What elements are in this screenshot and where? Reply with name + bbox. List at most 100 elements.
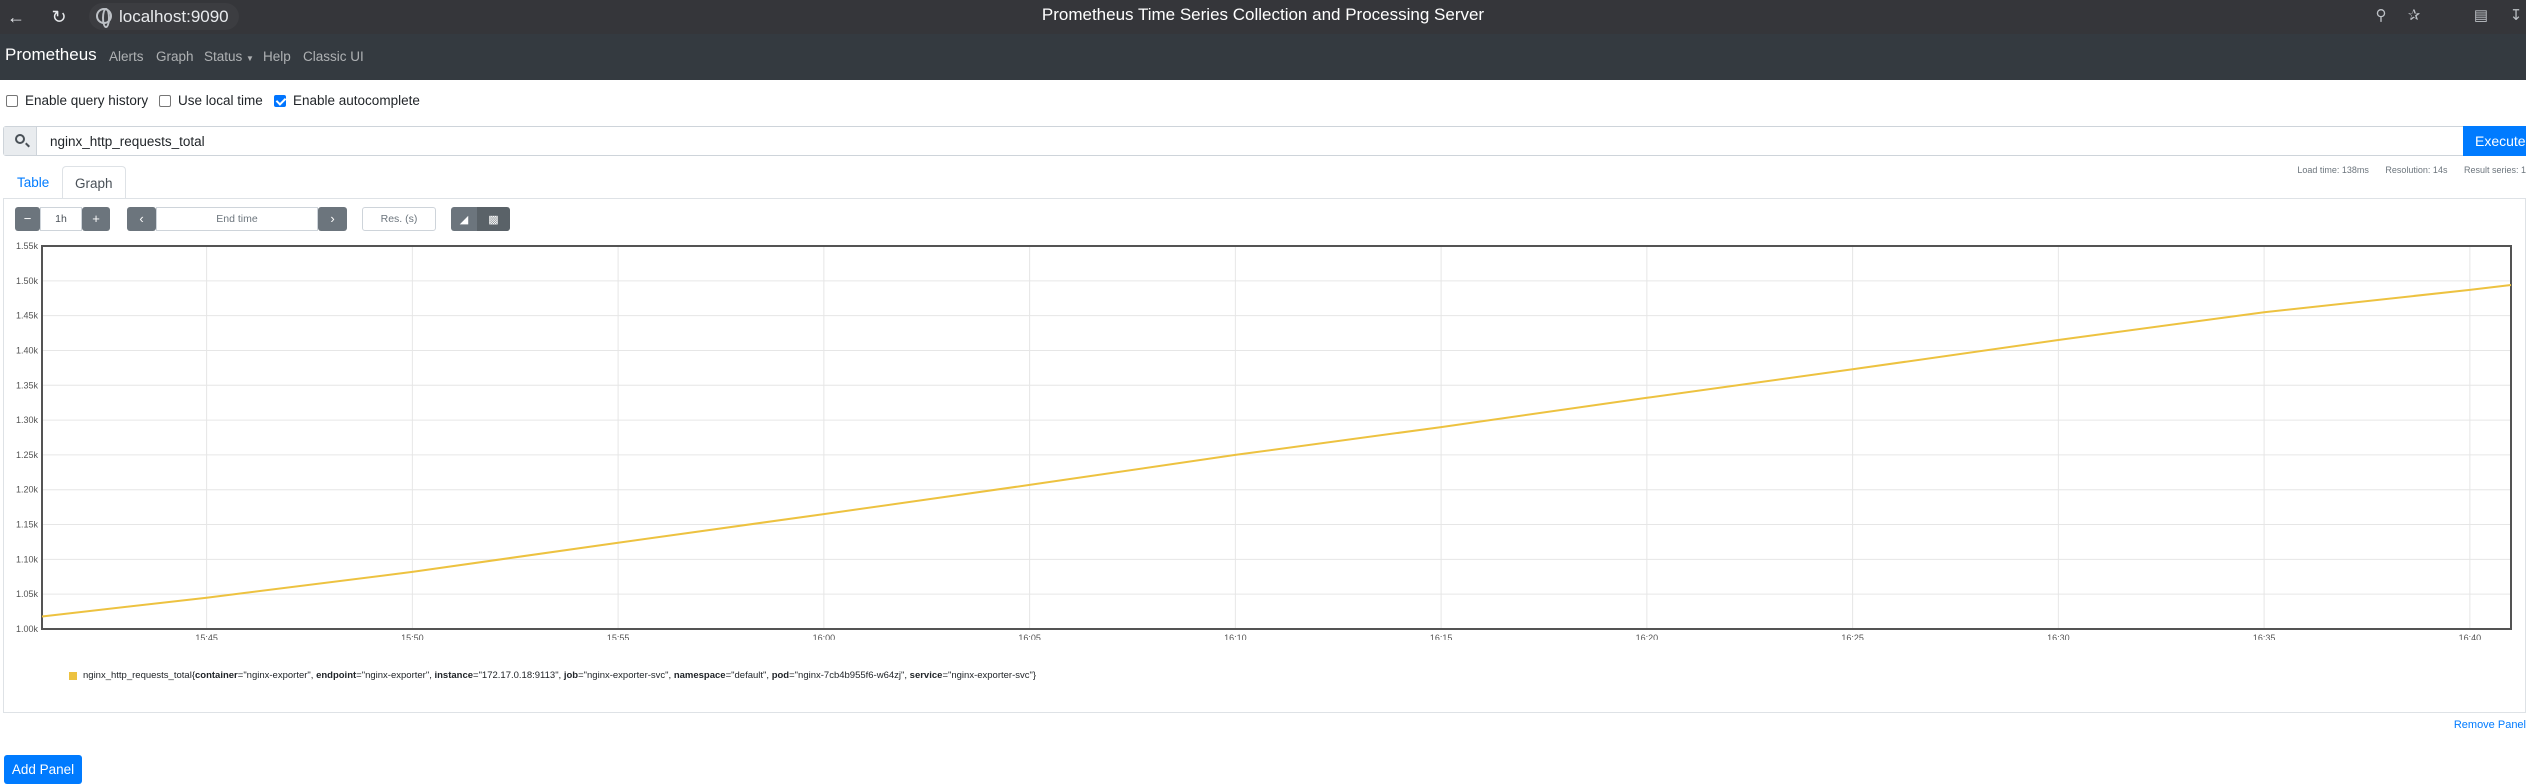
- series-color-swatch: [69, 671, 77, 680]
- browser-toolbar: ← ↻ localhost:9090 Prometheus Time Serie…: [0, 0, 2526, 34]
- result-series: Result series: 1: [2463, 165, 2526, 175]
- legend-label-key: container: [195, 670, 238, 681]
- legend-label-value: ="default",: [725, 670, 772, 681]
- x-tick-label: 16:00: [813, 633, 836, 640]
- legend-label-value: ="nginx-exporter",: [356, 670, 435, 681]
- y-tick-label: 1.30k: [16, 415, 39, 425]
- download-icon[interactable]: ↧: [2509, 7, 2523, 24]
- end-time-forward-button[interactable]: ›: [318, 207, 347, 231]
- back-arrow-icon[interactable]: ←: [7, 7, 25, 27]
- add-panel-button[interactable]: Add Panel: [4, 755, 82, 784]
- remove-panel-link[interactable]: Remove Panel: [2453, 719, 2526, 731]
- resolution-input[interactable]: Res. (s): [362, 207, 436, 231]
- legend-label-value: ="nginx-7cb4b955f6-w64zj",: [789, 670, 910, 681]
- window-title: Prometheus Time Series Collection and Pr…: [1041, 5, 1485, 24]
- nav-status[interactable]: Status ▼: [204, 49, 254, 64]
- autocomplete-option[interactable]: Enable autocomplete: [274, 93, 420, 108]
- execute-button[interactable]: Execute: [2463, 126, 2526, 156]
- extension-icon[interactable]: ▤: [2473, 7, 2489, 24]
- brand-link[interactable]: Prometheus: [5, 45, 97, 64]
- autocomplete-checkbox[interactable]: [274, 94, 286, 107]
- expression-input[interactable]: nginx_http_requests_total: [3, 126, 2526, 156]
- query-history-checkbox[interactable]: [6, 94, 18, 107]
- nav-status-label: Status: [204, 49, 243, 64]
- plot-frame: [41, 245, 2512, 630]
- line-chart-button[interactable]: ◢: [451, 207, 477, 231]
- y-tick-label: 1.55k: [16, 241, 39, 251]
- tab-table[interactable]: Table: [17, 175, 50, 190]
- caret-down-icon: ▼: [246, 54, 254, 63]
- y-tick-label: 1.25k: [16, 450, 39, 460]
- x-tick-label: 15:50: [401, 633, 424, 640]
- local-time-label: Use local time: [178, 93, 263, 108]
- y-tick-label: 1.50k: [16, 276, 39, 286]
- autocomplete-label: Enable autocomplete: [293, 93, 420, 108]
- y-tick-label: 1.40k: [16, 345, 39, 355]
- y-tick-label: 1.00k: [16, 624, 39, 634]
- end-time-back-button[interactable]: ‹: [127, 207, 156, 231]
- range-increase-button[interactable]: +: [82, 207, 110, 231]
- x-tick-label: 16:10: [1224, 633, 1247, 640]
- y-tick-label: 1.05k: [16, 589, 39, 599]
- search-addon: [4, 127, 37, 155]
- legend-label-key: pod: [771, 670, 790, 681]
- x-tick-label: 15:55: [607, 633, 630, 640]
- tabs-divider: [3, 198, 2526, 199]
- range-decrease-button[interactable]: −: [15, 207, 40, 231]
- nav-alerts[interactable]: Alerts: [109, 49, 144, 64]
- bookmark-icon[interactable]: ✰: [2407, 7, 2421, 24]
- local-time-option[interactable]: Use local time: [159, 93, 263, 108]
- line-chart-icon: ◢: [459, 214, 469, 226]
- line-chart[interactable]: 1.00k 1.05k 1.10k 1.15k 1.20k 1.25k 1.30k 1.35k…: [0, 240, 2526, 640]
- query-history-label: Enable query history: [25, 93, 149, 108]
- y-tick-label: 1.10k: [16, 554, 39, 564]
- y-tick-label: 1.45k: [16, 311, 39, 321]
- legend-label-value: ="nginx-exporter-svc",: [578, 670, 674, 681]
- zoom-icon[interactable]: ⚲: [2375, 7, 2387, 24]
- globe-icon: [96, 8, 112, 28]
- range-input[interactable]: 1h: [40, 207, 82, 231]
- x-tick-label: 16:25: [1841, 633, 1864, 640]
- legend-label-key: instance: [434, 670, 474, 681]
- query-history-option[interactable]: Enable query history: [6, 93, 148, 108]
- nav-help[interactable]: Help: [263, 49, 291, 64]
- x-tick-label: 16:40: [2459, 633, 2482, 640]
- local-time-checkbox[interactable]: [159, 94, 171, 107]
- legend-label-key: namespace: [673, 670, 726, 681]
- series-label[interactable]: nginx_http_requests_total{container="ngi…: [83, 670, 1037, 681]
- x-tick-label: 16:35: [2253, 633, 2276, 640]
- series-line: [41, 284, 2512, 618]
- address-bar[interactable]: localhost:9090: [89, 3, 239, 30]
- graph-area[interactable]: 1.00k 1.05k 1.10k 1.15k 1.20k 1.25k 1.30k 1.35k…: [0, 240, 2526, 640]
- chevron-right-icon: ›: [330, 211, 335, 226]
- x-tick-label: 16:15: [1430, 633, 1453, 640]
- stacked-chart-button[interactable]: ▩: [477, 207, 510, 231]
- legend-label-value: ="172.17.0.18:9113",: [473, 670, 564, 681]
- x-tick-label: 16:30: [2047, 633, 2070, 640]
- legend-label-key: service: [909, 670, 943, 681]
- top-navbar: Prometheus Alerts Graph Status ▼ Help Cl…: [0, 34, 2526, 80]
- y-tick-label: 1.20k: [16, 485, 39, 495]
- tab-graph[interactable]: Graph: [62, 166, 126, 199]
- end-time-input[interactable]: End time: [156, 207, 318, 231]
- legend-label-key: job: [563, 670, 579, 681]
- chevron-left-icon: ‹: [139, 211, 144, 226]
- x-tick-label: 15:45: [195, 633, 218, 640]
- series-metric: nginx_http_requests_total: [83, 670, 192, 681]
- x-tick-label: 16:20: [1636, 633, 1659, 640]
- nav-graph[interactable]: Graph: [156, 49, 194, 64]
- resolution: Resolution: 14s: [2385, 165, 2448, 175]
- legend-label-key: endpoint: [316, 670, 357, 681]
- graph-legend[interactable]: nginx_http_requests_total{container="ngi…: [69, 670, 1036, 681]
- search-icon: [15, 134, 25, 144]
- bar-chart-icon: ▩: [488, 214, 499, 226]
- query-stats: Load time: 138ms Resolution: 14s Result …: [2283, 165, 2526, 175]
- nav-classic-ui[interactable]: Classic UI: [303, 49, 364, 64]
- y-tick-label: 1.35k: [16, 380, 39, 390]
- reload-icon[interactable]: ↻: [51, 7, 67, 27]
- legend-label-value: ="nginx-exporter",: [237, 670, 317, 681]
- url-text: localhost:9090: [119, 7, 229, 26]
- query-text[interactable]: nginx_http_requests_total: [50, 134, 205, 149]
- legend-label-value: ="nginx-exporter-svc": [942, 670, 1033, 681]
- load-time: Load time: 138ms: [2297, 165, 2369, 175]
